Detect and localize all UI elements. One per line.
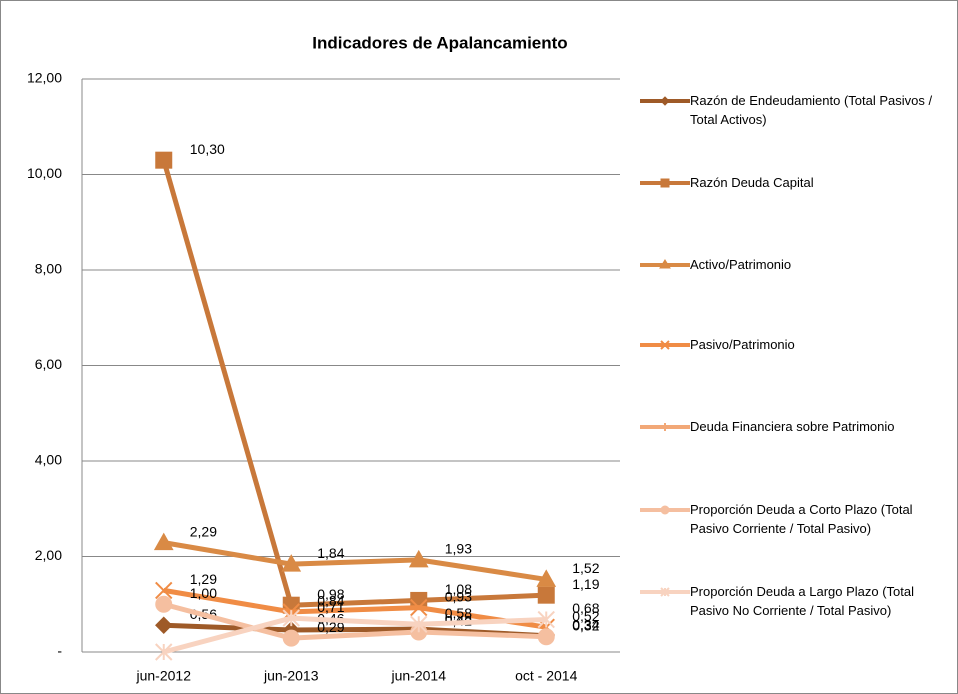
marker	[660, 340, 670, 350]
marker	[410, 615, 428, 634]
series: 10,30 0,98 1,08 1,19	[155, 141, 600, 614]
y-tick-label: 6,00	[35, 356, 62, 372]
marker	[410, 598, 428, 617]
marker	[281, 554, 302, 572]
marker	[408, 549, 429, 568]
line	[161, 159, 547, 608]
data-label: 1,52	[572, 560, 599, 576]
legend-label: Deuda Financiera sobre Patrimonio	[690, 419, 895, 434]
data-label: 0,58	[445, 605, 472, 621]
legend-label: Proporción Deuda a Corto Plazo (Total Pa…	[690, 502, 913, 536]
legend-label: Activo/Patrimonio	[690, 257, 792, 272]
legend-label: Razón de Endeudamiento (Total Pasivos / …	[690, 93, 933, 127]
data-label: 1,00	[190, 585, 217, 601]
marker	[153, 532, 174, 551]
legend-label: Proporción Deuda a Largo Plazo (Total Pa…	[690, 584, 915, 618]
line	[163, 540, 547, 582]
marker	[661, 423, 669, 431]
data-label: 1,29	[190, 571, 217, 587]
series: 2,29 1,84 1,93 1,52	[153, 523, 600, 587]
line	[163, 615, 547, 655]
marker	[660, 96, 670, 106]
data-label: 0,32	[572, 617, 599, 633]
x-tick-label: jun-2013	[263, 668, 319, 684]
data-label: 10,30	[190, 141, 225, 157]
series: 0,71 0,58 0,68	[155, 599, 600, 661]
data-label: 0,68	[572, 600, 599, 616]
data-label: 0,84	[317, 593, 344, 609]
marker	[155, 581, 173, 600]
data-label: 0,52	[572, 608, 599, 624]
x-tick-label: jun-2012	[136, 668, 192, 684]
line	[163, 587, 547, 630]
line	[163, 601, 547, 641]
data-label: 1,84	[317, 545, 344, 561]
marker	[660, 587, 670, 597]
y-tick-label: 10,00	[27, 165, 62, 181]
marker	[660, 505, 670, 515]
marker	[659, 259, 671, 269]
marker	[537, 628, 555, 646]
marker	[537, 586, 555, 604]
marker	[282, 629, 300, 647]
y-tick-label: 2,00	[35, 547, 62, 563]
data-label: 1,19	[572, 576, 599, 592]
x-tick-label: oct - 2014	[515, 668, 577, 684]
x-tick-label: jun-2014	[391, 668, 447, 684]
data-label: 0,93	[445, 588, 472, 604]
y-tick-label: -	[57, 643, 62, 659]
marker	[282, 609, 300, 627]
marker	[155, 616, 173, 634]
marker	[660, 178, 670, 188]
marker	[536, 569, 557, 587]
chart-title: Indicadores de Apalancamiento	[312, 33, 567, 52]
data-label: 0,98	[317, 586, 344, 602]
y-tick-label: 12,00	[27, 70, 62, 86]
legend-label: Pasivo/Patrimonio	[690, 337, 795, 352]
data-label: 1,93	[445, 541, 472, 557]
data-label: 2,29	[190, 523, 217, 539]
y-tick-label: 4,00	[35, 452, 62, 468]
marker	[155, 151, 173, 169]
legend-label: Razón Deuda Capital	[690, 175, 814, 190]
marker	[537, 610, 555, 629]
data-label: 0,71	[317, 599, 344, 615]
data-label: 0,34	[572, 616, 599, 632]
data-label: 1,08	[445, 581, 472, 597]
marker	[155, 595, 173, 613]
marker	[155, 643, 173, 661]
y-tick-label: 8,00	[35, 261, 62, 277]
